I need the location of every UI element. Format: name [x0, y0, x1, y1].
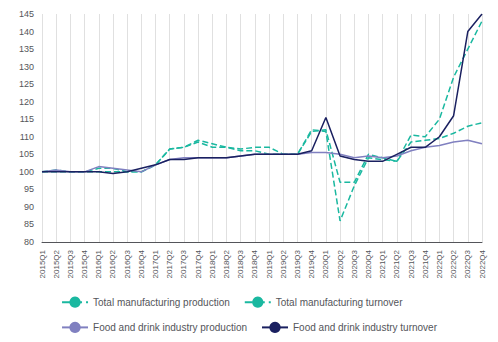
svg-text:2020Q1: 2020Q1	[321, 249, 330, 278]
svg-text:2018Q3: 2018Q3	[236, 249, 245, 278]
svg-text:2019Q1: 2019Q1	[265, 249, 274, 278]
svg-text:105: 105	[19, 149, 34, 159]
svg-text:2021Q2: 2021Q2	[392, 249, 401, 278]
svg-text:2020Q3: 2020Q3	[350, 249, 359, 278]
svg-text:2015Q1: 2015Q1	[38, 249, 47, 278]
svg-text:2018Q1: 2018Q1	[208, 249, 217, 278]
svg-text:Food and drink industry turnov: Food and drink industry turnover	[293, 322, 438, 333]
svg-text:125: 125	[19, 79, 34, 89]
svg-text:95: 95	[24, 184, 34, 194]
svg-text:2020Q4: 2020Q4	[364, 249, 373, 278]
svg-text:2015Q4: 2015Q4	[80, 249, 89, 278]
svg-text:120: 120	[19, 97, 34, 107]
svg-text:145: 145	[19, 9, 34, 19]
svg-text:2021Q4: 2021Q4	[421, 249, 430, 278]
svg-text:2016Q4: 2016Q4	[137, 249, 146, 278]
svg-text:100: 100	[19, 167, 34, 177]
svg-text:2021Q1: 2021Q1	[378, 249, 387, 278]
svg-text:2019Q2: 2019Q2	[279, 249, 288, 278]
svg-text:Total manufacturing production: Total manufacturing production	[93, 297, 230, 308]
svg-text:2017Q2: 2017Q2	[165, 249, 174, 278]
svg-text:2016Q1: 2016Q1	[94, 249, 103, 278]
svg-text:2022Q3: 2022Q3	[463, 249, 472, 278]
svg-text:2016Q2: 2016Q2	[108, 249, 117, 278]
svg-text:110: 110	[20, 132, 34, 142]
svg-text:140: 140	[19, 27, 34, 37]
svg-text:2022Q1: 2022Q1	[435, 249, 444, 278]
svg-text:90: 90	[24, 202, 34, 212]
svg-text:130: 130	[19, 62, 34, 72]
svg-text:2019Q3: 2019Q3	[293, 249, 302, 278]
svg-text:2018Q2: 2018Q2	[222, 249, 231, 278]
svg-text:2019Q4: 2019Q4	[307, 249, 316, 278]
svg-text:2022Q2: 2022Q2	[449, 249, 458, 278]
svg-text:2018Q4: 2018Q4	[250, 249, 259, 278]
svg-text:2017Q1: 2017Q1	[151, 249, 160, 278]
svg-text:Total manufacturing turnover: Total manufacturing turnover	[276, 297, 403, 308]
svg-text:2022Q4: 2022Q4	[478, 249, 487, 278]
svg-text:2016Q3: 2016Q3	[123, 249, 132, 278]
svg-text:2015Q2: 2015Q2	[52, 249, 61, 278]
svg-text:135: 135	[19, 44, 34, 54]
svg-text:2015Q3: 2015Q3	[66, 249, 75, 278]
svg-text:2020Q2: 2020Q2	[336, 249, 345, 278]
svg-text:115: 115	[20, 114, 34, 124]
svg-text:80: 80	[24, 237, 34, 247]
svg-text:2017Q4: 2017Q4	[194, 249, 203, 278]
svg-text:Food and drink industry produc: Food and drink industry production	[93, 322, 247, 333]
svg-text:85: 85	[24, 219, 34, 229]
svg-text:2021Q3: 2021Q3	[407, 249, 416, 278]
svg-text:2017Q3: 2017Q3	[179, 249, 188, 278]
